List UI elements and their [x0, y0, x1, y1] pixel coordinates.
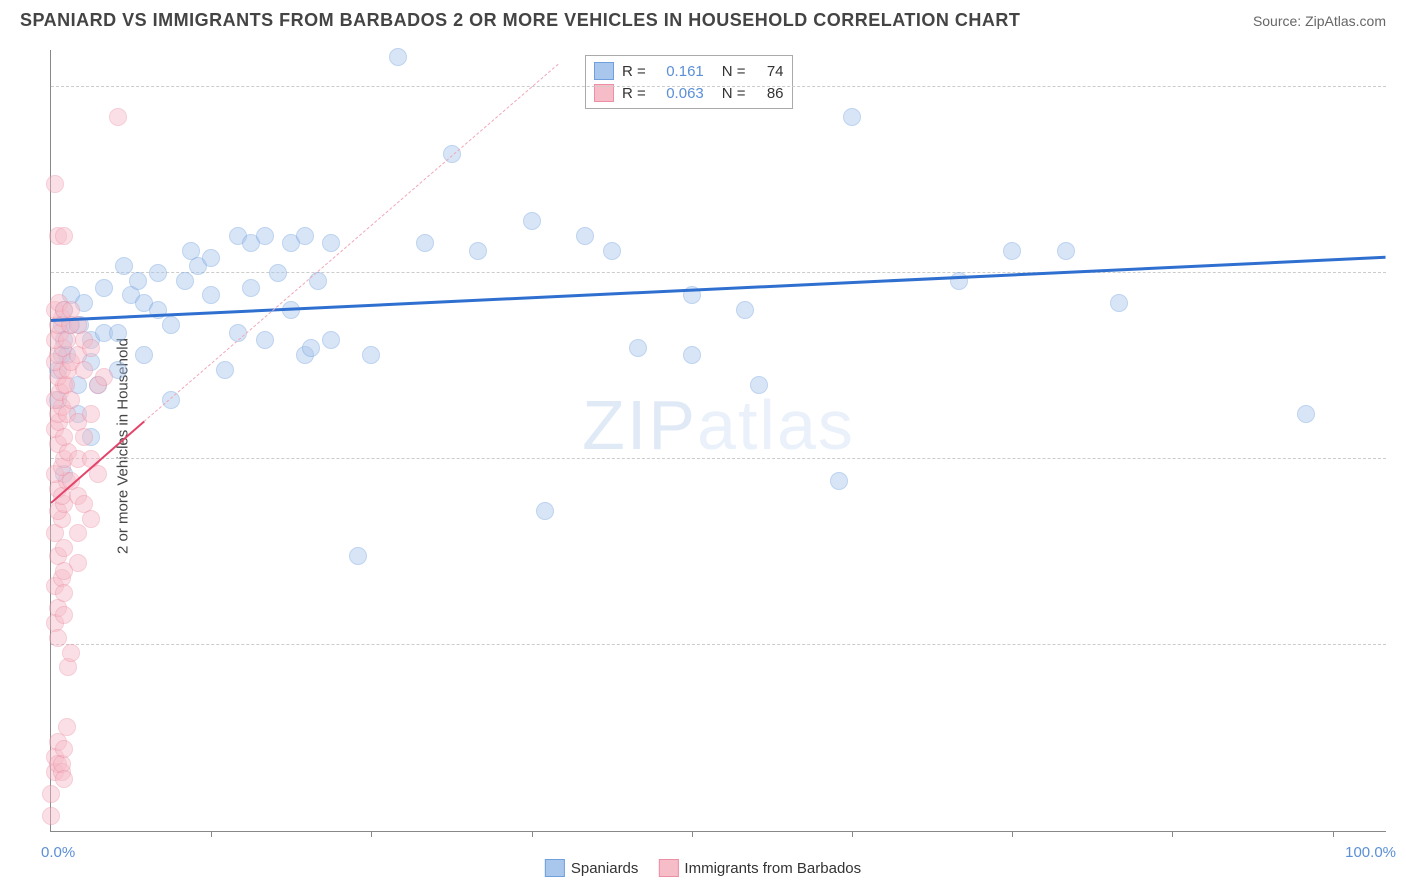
data-point	[62, 472, 80, 490]
data-point	[603, 242, 621, 260]
data-point	[135, 346, 153, 364]
gridline	[51, 86, 1386, 87]
x-tick	[1172, 831, 1173, 837]
bottom-legend: Spaniards Immigrants from Barbados	[545, 859, 861, 877]
data-point	[322, 331, 340, 349]
data-point	[55, 539, 73, 557]
data-point	[389, 48, 407, 66]
legend-swatch	[658, 859, 678, 877]
x-tick	[532, 831, 533, 837]
scatter-chart: ZIPatlas R =0.161N =74R =0.063N =86 0.0%…	[50, 50, 1386, 832]
data-point	[46, 175, 64, 193]
data-point	[469, 242, 487, 260]
data-point	[1110, 294, 1128, 312]
data-point	[49, 629, 67, 647]
data-point	[55, 584, 73, 602]
x-tick	[1333, 831, 1334, 837]
data-point	[95, 279, 113, 297]
data-point	[75, 361, 93, 379]
data-point	[69, 524, 87, 542]
data-point	[302, 339, 320, 357]
x-axis-max-label: 100.0%	[1345, 844, 1396, 861]
data-point	[750, 376, 768, 394]
legend-swatch	[594, 62, 614, 80]
data-point	[683, 346, 701, 364]
page-title: SPANIARD VS IMMIGRANTS FROM BARBADOS 2 O…	[20, 10, 1020, 31]
legend-item: Spaniards	[545, 859, 639, 877]
data-point	[55, 227, 73, 245]
data-point	[242, 279, 260, 297]
data-point	[115, 257, 133, 275]
data-point	[309, 272, 327, 290]
data-point	[830, 472, 848, 490]
legend-label: Spaniards	[571, 860, 639, 877]
data-point	[349, 547, 367, 565]
data-point	[109, 108, 127, 126]
data-point	[55, 428, 73, 446]
data-point	[58, 718, 76, 736]
data-point	[629, 339, 647, 357]
source-label: Source: ZipAtlas.com	[1253, 13, 1386, 29]
data-point	[62, 391, 80, 409]
data-point	[202, 249, 220, 267]
data-point	[1057, 242, 1075, 260]
r-value: 0.161	[654, 63, 704, 80]
data-point	[843, 108, 861, 126]
data-point	[42, 807, 60, 825]
data-point	[129, 272, 147, 290]
r-label: R =	[622, 63, 646, 80]
data-point	[75, 428, 93, 446]
data-point	[1003, 242, 1021, 260]
data-point	[176, 272, 194, 290]
data-point	[536, 502, 554, 520]
x-tick	[692, 831, 693, 837]
data-point	[202, 286, 220, 304]
trend-line-dashed	[144, 64, 558, 422]
x-tick	[1012, 831, 1013, 837]
data-point	[269, 264, 287, 282]
n-value: 74	[754, 63, 784, 80]
x-tick	[211, 831, 212, 837]
stats-row: R = 0.161 N = 74	[594, 60, 784, 82]
data-point	[55, 606, 73, 624]
data-point	[322, 234, 340, 252]
data-point	[82, 405, 100, 423]
n-label: N =	[722, 63, 746, 80]
data-point	[523, 212, 541, 230]
data-point	[62, 644, 80, 662]
legend-swatch	[545, 859, 565, 877]
x-tick	[371, 831, 372, 837]
stats-legend-box: R =0.161N =74R =0.063N =86	[585, 55, 793, 109]
data-point	[162, 316, 180, 334]
gridline	[51, 272, 1386, 273]
data-point	[362, 346, 380, 364]
data-point	[82, 510, 100, 528]
data-point	[55, 740, 73, 758]
gridline	[51, 644, 1386, 645]
x-axis-min-label: 0.0%	[41, 844, 75, 861]
data-point	[149, 264, 167, 282]
data-point	[55, 562, 73, 580]
legend-label: Immigrants from Barbados	[684, 860, 861, 877]
data-point	[416, 234, 434, 252]
data-point	[296, 227, 314, 245]
x-tick	[852, 831, 853, 837]
data-point	[42, 785, 60, 803]
data-point	[82, 339, 100, 357]
data-point	[216, 361, 234, 379]
data-point	[55, 770, 73, 788]
data-point	[1297, 405, 1315, 423]
gridline	[51, 458, 1386, 459]
data-point	[576, 227, 594, 245]
data-point	[256, 331, 274, 349]
watermark: ZIPatlas	[582, 385, 855, 465]
data-point	[736, 301, 754, 319]
data-point	[256, 227, 274, 245]
data-point	[109, 324, 127, 342]
legend-item: Immigrants from Barbados	[658, 859, 861, 877]
data-point	[950, 272, 968, 290]
data-point	[95, 368, 113, 386]
